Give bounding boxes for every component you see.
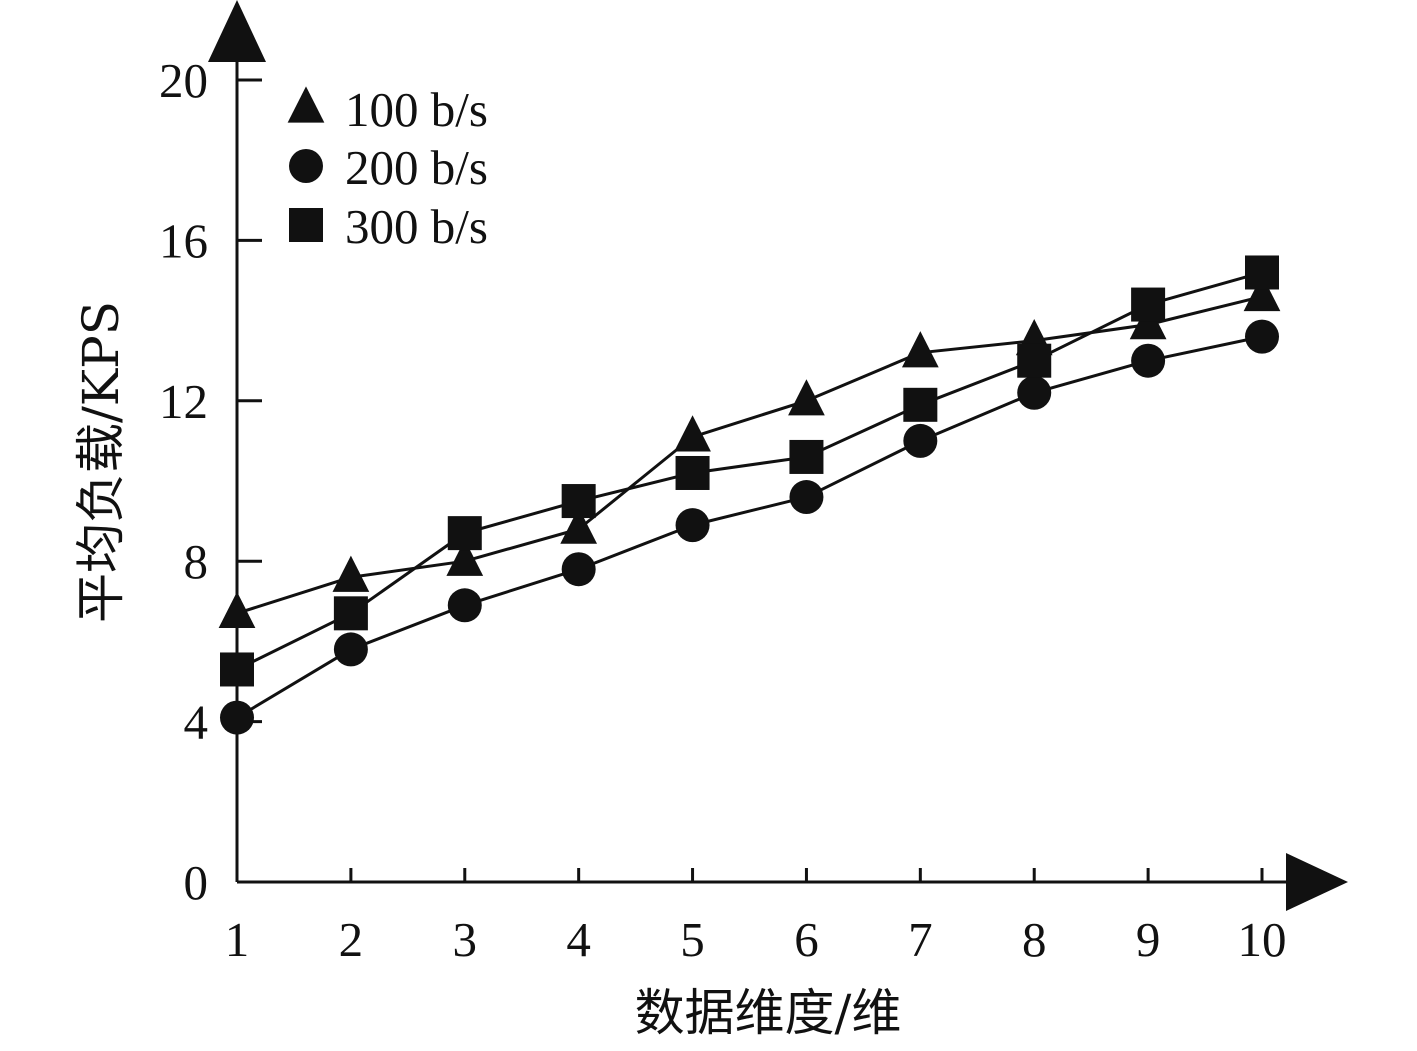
y-tick-label: 12 xyxy=(159,374,208,429)
data-point xyxy=(1131,287,1166,322)
data-point xyxy=(788,379,825,416)
square-legend-icon xyxy=(289,208,323,242)
x-tick-label: 8 xyxy=(1022,912,1047,967)
data-point xyxy=(332,555,370,592)
data-point xyxy=(1017,343,1052,378)
circle-legend-icon xyxy=(289,149,323,183)
series-3 xyxy=(220,255,1279,687)
data-point xyxy=(901,331,939,368)
data-point xyxy=(446,539,484,576)
x-tick-label: 10 xyxy=(1238,912,1287,967)
data-point xyxy=(220,652,254,687)
y-tick-label: 4 xyxy=(184,695,209,750)
data-point xyxy=(789,439,824,474)
data-point xyxy=(1243,274,1281,312)
y-tick-label: 8 xyxy=(184,534,209,589)
data-point xyxy=(1245,319,1279,354)
data-point xyxy=(561,484,596,519)
x-tick-label: 5 xyxy=(680,912,705,967)
legend-item: 100 b/s xyxy=(287,82,488,137)
x-tick-label: 2 xyxy=(339,912,364,967)
legend-item: 300 b/s xyxy=(289,199,488,254)
x-tick-label: 3 xyxy=(453,912,478,967)
data-point xyxy=(447,588,482,623)
x-ticks-group: 1 2 3 4 5 6 7 8 9 10 xyxy=(225,868,1287,967)
data-point xyxy=(333,632,368,667)
data-point xyxy=(447,516,482,551)
series-line xyxy=(235,335,1264,720)
data-point xyxy=(1017,375,1052,410)
y-axis-title: 平均负载/KPS xyxy=(72,301,130,623)
legend-item: 200 b/s xyxy=(289,140,488,195)
x-tick-label: 7 xyxy=(908,912,933,967)
y-tick-label: 20 xyxy=(159,53,208,108)
y-tick-label: 16 xyxy=(159,213,208,268)
series-layer xyxy=(218,255,1281,735)
x-axis-title: 数据维度/维 xyxy=(635,984,902,1042)
data-point xyxy=(561,552,596,587)
data-point xyxy=(218,591,256,628)
triangle-legend-icon xyxy=(287,86,325,123)
data-point xyxy=(220,700,254,735)
data-point xyxy=(675,508,710,543)
series-2 xyxy=(220,319,1279,735)
x-axis-arrow-icon xyxy=(1286,853,1348,911)
series-line xyxy=(235,270,1264,671)
data-point xyxy=(675,455,710,490)
data-point xyxy=(789,480,824,515)
x-tick-label: 1 xyxy=(225,912,250,967)
data-point xyxy=(1131,343,1166,378)
data-point xyxy=(903,423,938,458)
y-tick-label: 0 xyxy=(184,855,209,910)
y-axis-arrow-icon xyxy=(208,0,266,62)
data-point xyxy=(903,387,938,422)
x-tick-label: 6 xyxy=(794,912,819,967)
series-line xyxy=(235,295,1264,615)
series-1 xyxy=(218,274,1281,628)
data-point xyxy=(674,415,711,452)
legend-label: 100 b/s xyxy=(345,82,488,137)
legend-label: 300 b/s xyxy=(345,199,488,254)
y-ticks-group: 0 4 8 12 16 20 xyxy=(159,53,262,910)
data-point xyxy=(560,507,598,544)
data-point xyxy=(333,596,368,631)
x-tick-label: 4 xyxy=(566,912,591,967)
data-point xyxy=(1245,255,1279,290)
legend-label: 200 b/s xyxy=(345,140,488,195)
x-tick-label: 9 xyxy=(1136,912,1161,967)
